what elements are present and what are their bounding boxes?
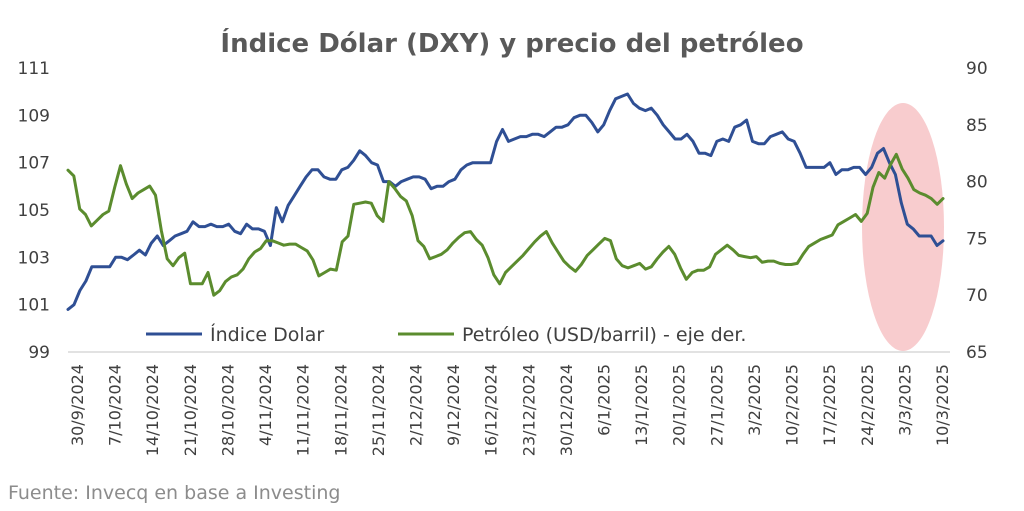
left-tick-label: 111 bbox=[18, 59, 50, 79]
right-axis-ticks: 65 70 75 80 85 90 bbox=[966, 59, 988, 363]
x-tick-label: 11/11/2024 bbox=[294, 364, 313, 456]
x-tick-label: 10/2/2025 bbox=[783, 364, 802, 446]
x-tick-label: 10/3/2025 bbox=[933, 364, 952, 446]
right-tick-label: 70 bbox=[966, 286, 988, 306]
x-tick-label: 25/11/2024 bbox=[369, 364, 388, 456]
x-tick-label: 21/10/2024 bbox=[181, 364, 200, 456]
x-tick-label: 24/2/2025 bbox=[858, 364, 877, 446]
x-axis-ticks: 30/9/2024 7/10/2024 14/10/2024 21/10/2024 28… bbox=[68, 364, 952, 456]
x-tick-label: 3/2/2025 bbox=[745, 364, 764, 436]
x-tick-label: 18/11/2024 bbox=[331, 364, 350, 456]
x-tick-label: 28/10/2024 bbox=[218, 364, 237, 456]
right-tick-label: 85 bbox=[966, 116, 988, 136]
x-tick-label: 4/11/2024 bbox=[256, 364, 275, 446]
left-axis-ticks: 99 101 103 105 107 109 111 bbox=[18, 59, 50, 363]
right-tick-label: 65 bbox=[966, 343, 988, 363]
left-tick-label: 99 bbox=[28, 343, 50, 363]
left-tick-label: 103 bbox=[18, 248, 50, 268]
dxy-series-line bbox=[66, 92, 945, 311]
highlight-ellipse bbox=[862, 103, 944, 351]
x-tick-label: 9/12/2024 bbox=[444, 364, 463, 446]
right-tick-label: 75 bbox=[966, 229, 988, 249]
legend: Índice Dolar Petróleo (USD/barril) - eje… bbox=[146, 323, 746, 346]
x-tick-label: 14/10/2024 bbox=[143, 364, 162, 456]
chart-title: Índice Dólar (DXY) y precio del petróleo bbox=[220, 27, 803, 59]
x-tick-label: 13/1/2025 bbox=[632, 364, 651, 446]
left-tick-label: 109 bbox=[18, 106, 50, 126]
x-tick-label: 6/1/2025 bbox=[595, 364, 614, 436]
x-tick-label: 30/9/2024 bbox=[68, 364, 87, 446]
x-tick-label: 30/12/2024 bbox=[557, 364, 576, 456]
source-note: Fuente: Invecq en base a Investing bbox=[8, 482, 340, 504]
legend-label-oil: Petróleo (USD/barril) - eje der. bbox=[462, 324, 746, 346]
x-tick-label: 23/12/2024 bbox=[519, 364, 538, 456]
left-tick-label: 101 bbox=[18, 296, 50, 316]
x-tick-label: 16/12/2024 bbox=[482, 364, 501, 456]
oil-series-line bbox=[66, 152, 945, 297]
right-tick-label: 90 bbox=[966, 59, 988, 79]
x-tick-label: 27/1/2025 bbox=[707, 364, 726, 446]
x-tick-label: 3/3/2025 bbox=[895, 364, 914, 436]
x-tick-label: 7/10/2024 bbox=[106, 364, 125, 446]
left-tick-label: 105 bbox=[18, 201, 50, 221]
right-tick-label: 80 bbox=[966, 173, 988, 193]
left-tick-label: 107 bbox=[18, 154, 50, 174]
x-tick-label: 17/2/2025 bbox=[820, 364, 839, 446]
x-tick-label: 2/12/2024 bbox=[406, 364, 425, 446]
legend-label-dxy: Índice Dolar bbox=[210, 323, 324, 346]
x-tick-label: 20/1/2025 bbox=[670, 364, 689, 446]
